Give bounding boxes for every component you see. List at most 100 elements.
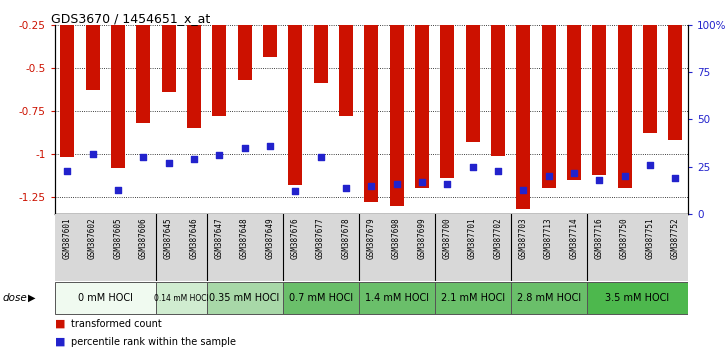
Bar — [257, 214, 282, 281]
Bar — [409, 214, 435, 281]
Point — [213, 153, 225, 158]
Point — [188, 156, 199, 162]
Bar — [106, 214, 130, 281]
Point — [543, 173, 555, 179]
Point — [163, 160, 175, 166]
Point — [467, 164, 478, 170]
Bar — [333, 214, 359, 281]
Bar — [593, 25, 606, 175]
Text: GSM387716: GSM387716 — [595, 217, 604, 259]
Point — [391, 181, 403, 187]
Bar — [359, 282, 435, 314]
Point — [365, 183, 377, 189]
Text: GSM387645: GSM387645 — [164, 217, 173, 259]
Text: GSM387678: GSM387678 — [341, 217, 350, 259]
Text: 3.5 mM HOCl: 3.5 mM HOCl — [605, 293, 669, 303]
Bar — [156, 214, 181, 281]
Text: GSM387601: GSM387601 — [63, 217, 72, 259]
Point — [314, 154, 326, 160]
Text: GSM387703: GSM387703 — [519, 217, 528, 259]
Text: GSM387699: GSM387699 — [417, 217, 427, 259]
Bar — [466, 25, 480, 142]
Bar — [668, 25, 682, 140]
Bar — [162, 25, 175, 92]
Point — [619, 173, 630, 179]
Text: ▶: ▶ — [28, 293, 35, 303]
Bar — [510, 214, 536, 281]
Bar — [587, 282, 688, 314]
Bar — [364, 25, 379, 202]
Point — [670, 175, 681, 181]
Bar — [308, 214, 333, 281]
Bar — [181, 214, 207, 281]
Bar — [136, 25, 150, 123]
Text: dose: dose — [2, 293, 27, 303]
Bar — [55, 214, 80, 281]
Text: GSM387700: GSM387700 — [443, 217, 452, 259]
Text: GSM387701: GSM387701 — [468, 217, 477, 259]
Text: GSM387649: GSM387649 — [266, 217, 274, 259]
Bar — [536, 214, 561, 281]
Text: GSM387605: GSM387605 — [114, 217, 122, 259]
Bar — [486, 214, 510, 281]
Text: 1.4 mM HOCl: 1.4 mM HOCl — [365, 293, 429, 303]
Text: 0 mM HOCl: 0 mM HOCl — [78, 293, 132, 303]
Bar — [130, 214, 156, 281]
Bar — [460, 214, 486, 281]
Text: GSM387677: GSM387677 — [316, 217, 325, 259]
Text: GSM387676: GSM387676 — [290, 217, 300, 259]
Bar — [60, 25, 74, 157]
Text: 2.8 mM HOCl: 2.8 mM HOCl — [517, 293, 581, 303]
Text: 0.14 mM HOCl: 0.14 mM HOCl — [154, 294, 209, 303]
Bar — [207, 282, 282, 314]
Bar — [314, 25, 328, 83]
Point — [568, 170, 579, 175]
Bar — [567, 25, 581, 180]
Bar — [587, 214, 612, 281]
Bar — [263, 25, 277, 57]
Bar — [561, 214, 587, 281]
Bar — [384, 214, 409, 281]
Bar — [187, 25, 201, 128]
Bar — [80, 214, 106, 281]
Point — [138, 154, 149, 160]
Bar — [282, 214, 308, 281]
Bar — [207, 214, 232, 281]
Bar — [288, 25, 302, 185]
Text: GSM387702: GSM387702 — [494, 217, 502, 259]
Text: GSM387714: GSM387714 — [569, 217, 579, 259]
Bar — [156, 282, 207, 314]
Bar — [435, 214, 460, 281]
Text: GDS3670 / 1454651_x_at: GDS3670 / 1454651_x_at — [52, 12, 210, 25]
Point — [518, 187, 529, 192]
Point — [593, 177, 605, 183]
Text: 0.35 mM HOCl: 0.35 mM HOCl — [210, 293, 280, 303]
Text: ■: ■ — [55, 319, 65, 329]
Text: GSM387606: GSM387606 — [139, 217, 148, 259]
Text: 2.1 mM HOCl: 2.1 mM HOCl — [440, 293, 505, 303]
Point — [61, 168, 73, 173]
Text: GSM387679: GSM387679 — [367, 217, 376, 259]
Bar — [542, 25, 555, 188]
Point — [87, 151, 98, 156]
Bar — [510, 282, 587, 314]
Text: GSM387713: GSM387713 — [544, 217, 553, 259]
Text: GSM387698: GSM387698 — [392, 217, 401, 259]
Bar — [612, 214, 637, 281]
Bar — [213, 25, 226, 116]
Bar — [643, 25, 657, 133]
Bar — [359, 214, 384, 281]
Bar — [415, 25, 429, 188]
Bar — [617, 25, 632, 188]
Text: GSM387751: GSM387751 — [646, 217, 654, 259]
Text: GSM387602: GSM387602 — [88, 217, 97, 259]
Text: GSM387648: GSM387648 — [240, 217, 249, 259]
Text: ■: ■ — [55, 337, 65, 347]
Point — [340, 185, 352, 190]
Point — [239, 145, 250, 151]
Text: percentile rank within the sample: percentile rank within the sample — [71, 337, 236, 347]
Point — [416, 179, 428, 185]
Text: GSM387750: GSM387750 — [620, 217, 629, 259]
Point — [264, 143, 276, 149]
Text: transformed count: transformed count — [71, 319, 162, 329]
